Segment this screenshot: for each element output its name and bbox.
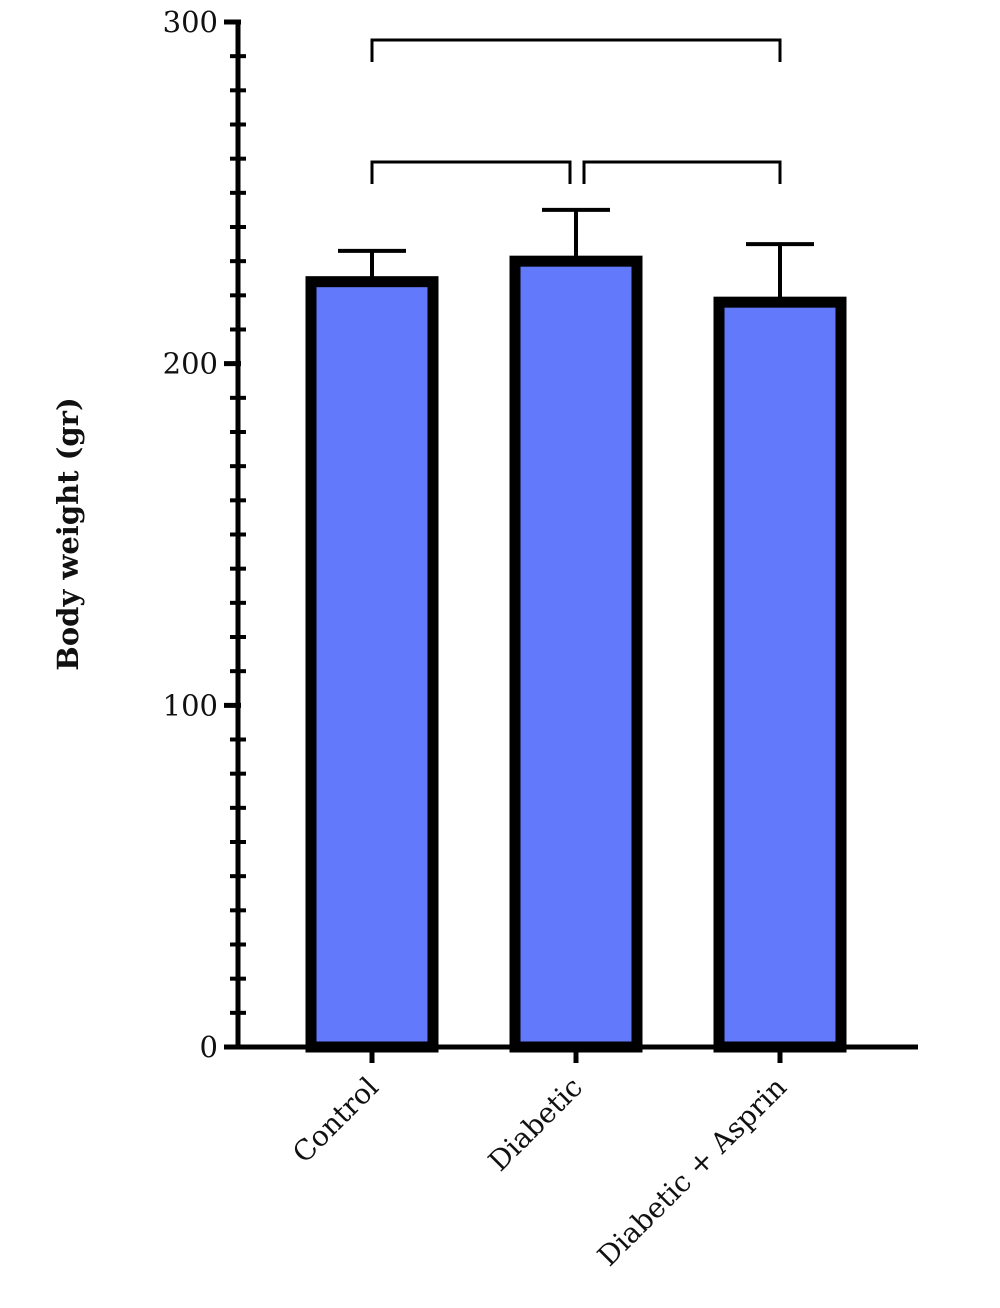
y-axis-label: Body weight (gr) (51, 397, 85, 670)
x-tick-label: Diabetic (482, 1071, 589, 1178)
significance-bracket (582, 160, 782, 184)
y-tick-label: 100 (163, 688, 218, 722)
significance-brackets (370, 38, 782, 184)
significance-bracket (370, 38, 782, 62)
x-axis: Control Diabetic Diabetic + Asprin (224, 1044, 918, 1273)
y-axis-label-group: Body weight (gr) (51, 397, 85, 670)
y-tick-label: 200 (163, 347, 218, 381)
bar-diabetic-asprin (713, 296, 847, 1053)
x-tick-label: Diabetic + Asprin (591, 1071, 793, 1273)
y-axis: 0 100 200 300 (163, 5, 246, 1064)
significance-bracket (370, 160, 572, 184)
y-tick-label: 300 (163, 5, 218, 39)
x-tick-label: Control (286, 1071, 385, 1170)
y-tick-label: 0 (200, 1030, 218, 1064)
error-bars-group (338, 207, 814, 298)
bar-control (305, 276, 439, 1053)
bars-group (305, 255, 847, 1053)
bar-diabetic (509, 255, 643, 1053)
